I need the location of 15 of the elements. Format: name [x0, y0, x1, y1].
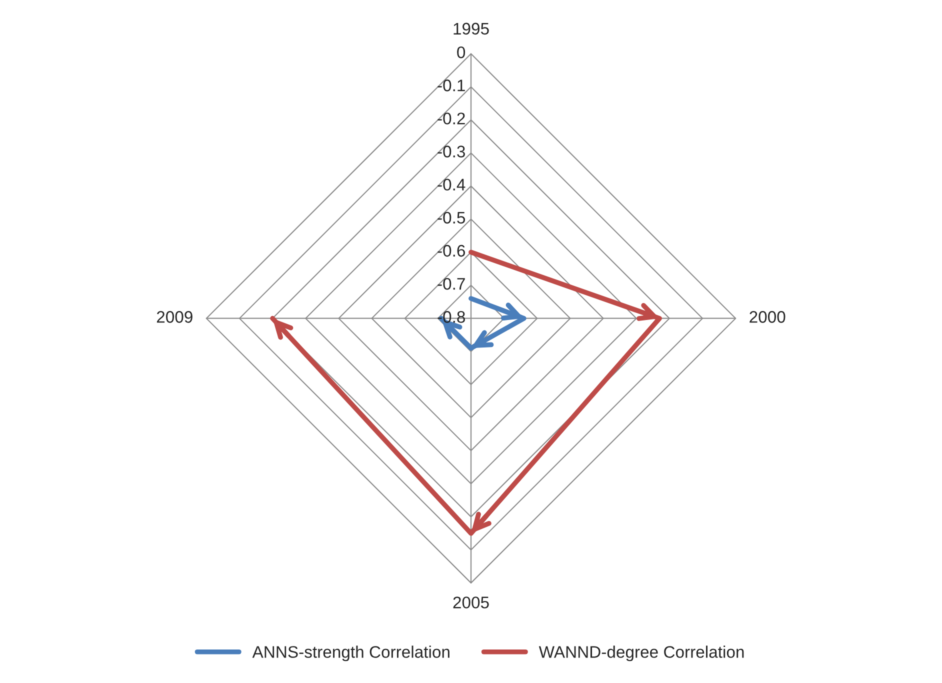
spoke-label: 2005: [453, 596, 489, 608]
y-tick-label: -0.7: [438, 278, 465, 290]
y-tick-label: -0.4: [438, 178, 466, 191]
spoke-label: 1995: [454, 22, 489, 35]
y-tick-label: -0.3: [438, 146, 465, 158]
spoke-label: 2000: [750, 311, 786, 323]
y-tick-label: -0.5: [438, 212, 466, 224]
legend-label: ANNS-strength Correlation: [252, 646, 450, 662]
y-tick-label: -0.1: [438, 80, 465, 92]
y-tick-label: -0.2: [438, 112, 465, 124]
spoke-label: 2009: [156, 311, 192, 323]
y-tick-label: -0.6: [438, 244, 465, 257]
y-tick-label: -0.8: [438, 311, 465, 323]
y-tick-label: 0: [457, 46, 466, 58]
legend-label: WANND-degree Correlation: [538, 646, 744, 662]
